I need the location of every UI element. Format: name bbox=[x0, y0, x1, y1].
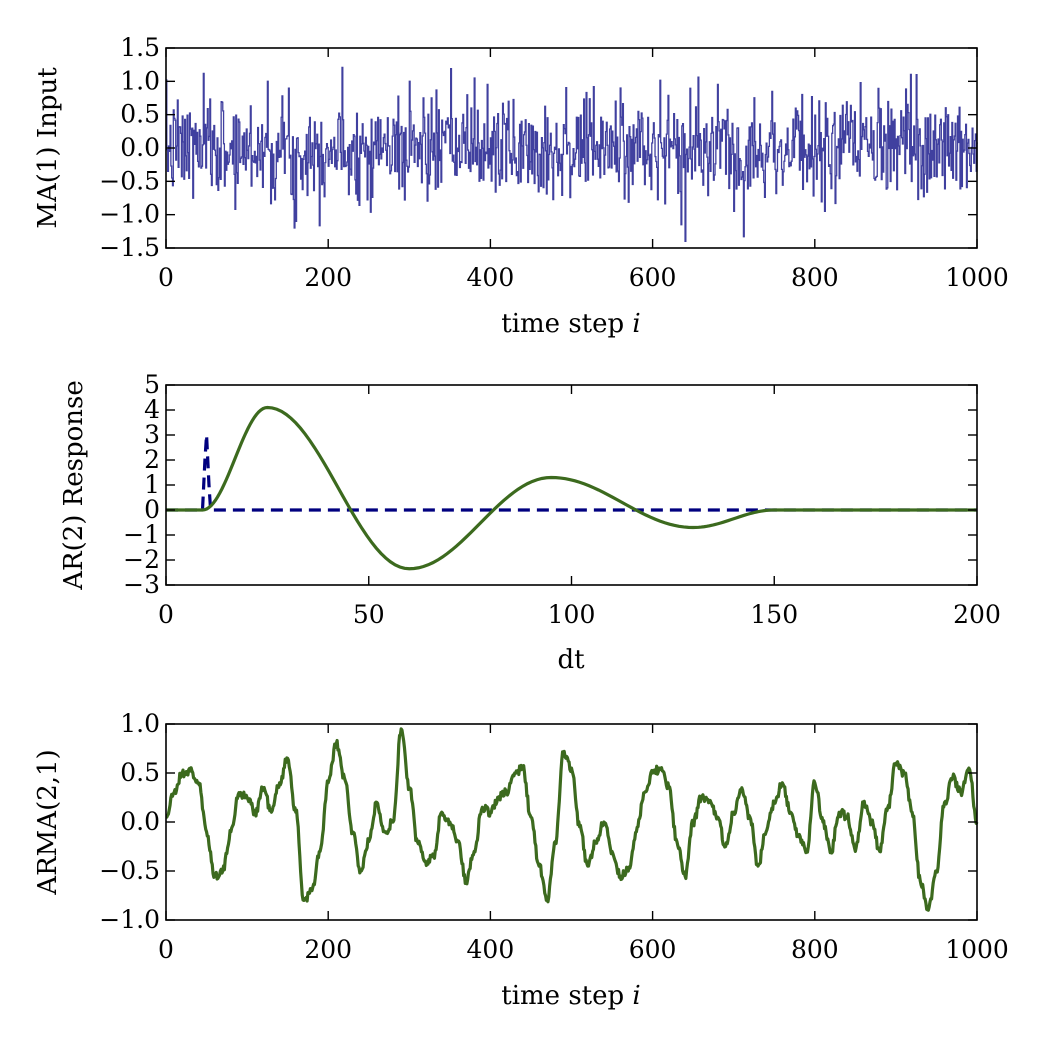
arma21-xlabel-var: i bbox=[632, 981, 640, 1011]
arma21-xtick-label: 400 bbox=[467, 935, 515, 964]
arma21-ticks: 0 200 400 600 800 1000 1.0 0.5 0.0 −0.5 −1.0 bbox=[99, 709, 1009, 964]
ma1-ytick-label: −0.5 bbox=[99, 166, 160, 195]
arma21-ytick-label: −0.5 bbox=[99, 856, 160, 885]
ar2-ytick-label: 1 bbox=[144, 470, 160, 499]
ma1-xtick-label: 200 bbox=[304, 263, 352, 292]
ma1-ytick-label: −1.5 bbox=[99, 233, 160, 262]
arma21-line bbox=[165, 727, 979, 912]
ar2-ytick-label: −2 bbox=[123, 545, 160, 574]
arma21-ytick-label: −1.0 bbox=[99, 905, 160, 934]
ma1-ytick-label: 0.5 bbox=[120, 100, 160, 129]
ma1-xlabel: time step i bbox=[501, 309, 640, 339]
ma1-series bbox=[166, 66, 978, 242]
ar2-xtick-label: 0 bbox=[158, 600, 174, 629]
ma1-line bbox=[166, 66, 978, 242]
ma1-ytick-label: −1.0 bbox=[99, 200, 160, 229]
ma1-xtick-label: 400 bbox=[467, 263, 515, 292]
arma21-ytick-label: 0.5 bbox=[120, 758, 160, 787]
ar2-xtick-label: 100 bbox=[548, 600, 596, 629]
ma1-xtick-label: 1000 bbox=[945, 263, 1009, 292]
ar2-ytick-label: 4 bbox=[144, 395, 160, 424]
ma1-xtick-label: 0 bbox=[158, 263, 174, 292]
ma1-ticks: 0 200 400 600 800 1000 1.5 1.0 0.5 0.0 −0.5 −1.0 −1.… bbox=[99, 33, 1009, 292]
ma1-ylabel: MA(1) Input bbox=[33, 67, 63, 229]
arma21-xtick-label: 200 bbox=[304, 935, 352, 964]
ar2-ylabel: AR(2) Response bbox=[59, 380, 89, 591]
panel-arma21: 0 200 400 600 800 1000 1.0 0.5 0.0 −0.5 −1.0 ARMA(… bbox=[33, 709, 1009, 1011]
ar2-dashed-line bbox=[166, 434, 977, 512]
ar2-ytick-label: 5 bbox=[144, 370, 160, 399]
ma1-ytick-label: 0.0 bbox=[120, 133, 160, 162]
arma21-frame bbox=[165, 723, 978, 921]
arma21-xtick-label: 600 bbox=[629, 935, 677, 964]
ar2-solid-line bbox=[166, 405, 977, 571]
ar2-xtick-label: 150 bbox=[750, 600, 798, 629]
ar2-ytick-label: −1 bbox=[123, 520, 160, 549]
arma21-ytick-label: 0.0 bbox=[120, 807, 160, 836]
ma1-xtick-label: 600 bbox=[629, 263, 677, 292]
arma21-ytick-label: 1.0 bbox=[120, 709, 160, 738]
ma1-ytick-label: 1.0 bbox=[120, 66, 160, 95]
ar2-series bbox=[166, 405, 977, 571]
arma21-xlabel: time step i bbox=[501, 981, 640, 1011]
ar2-ytick-label: 2 bbox=[144, 445, 160, 474]
ma1-xlabel-text: time step bbox=[501, 309, 632, 339]
ma1-xtick-label: 800 bbox=[791, 263, 839, 292]
ar2-xlabel: dt bbox=[557, 645, 585, 675]
panel-ma1: 0 200 400 600 800 1000 1.5 1.0 0.5 0.0 −0.5 −1.0 −1.… bbox=[33, 33, 1009, 339]
ma1-ytick-label: 1.5 bbox=[120, 33, 160, 62]
ar2-ytick-label: −3 bbox=[123, 570, 160, 599]
ar2-xtick-label: 50 bbox=[353, 600, 385, 629]
ar2-xtick-label: 200 bbox=[953, 600, 1001, 629]
arma21-series bbox=[165, 727, 979, 912]
arma21-xtick-label: 0 bbox=[158, 935, 174, 964]
arma21-xtick-label: 1000 bbox=[945, 935, 1009, 964]
arma21-xlabel-text: time step bbox=[501, 981, 632, 1011]
ar2-ytick-label: 0 bbox=[144, 495, 160, 524]
ar2-xlabel-text: dt bbox=[557, 645, 585, 675]
ar2-ytick-label: 3 bbox=[144, 420, 160, 449]
arma21-ylabel: ARMA(2,1) bbox=[33, 749, 63, 895]
arma21-xtick-label: 800 bbox=[791, 935, 839, 964]
ma1-xlabel-var: i bbox=[632, 309, 640, 339]
